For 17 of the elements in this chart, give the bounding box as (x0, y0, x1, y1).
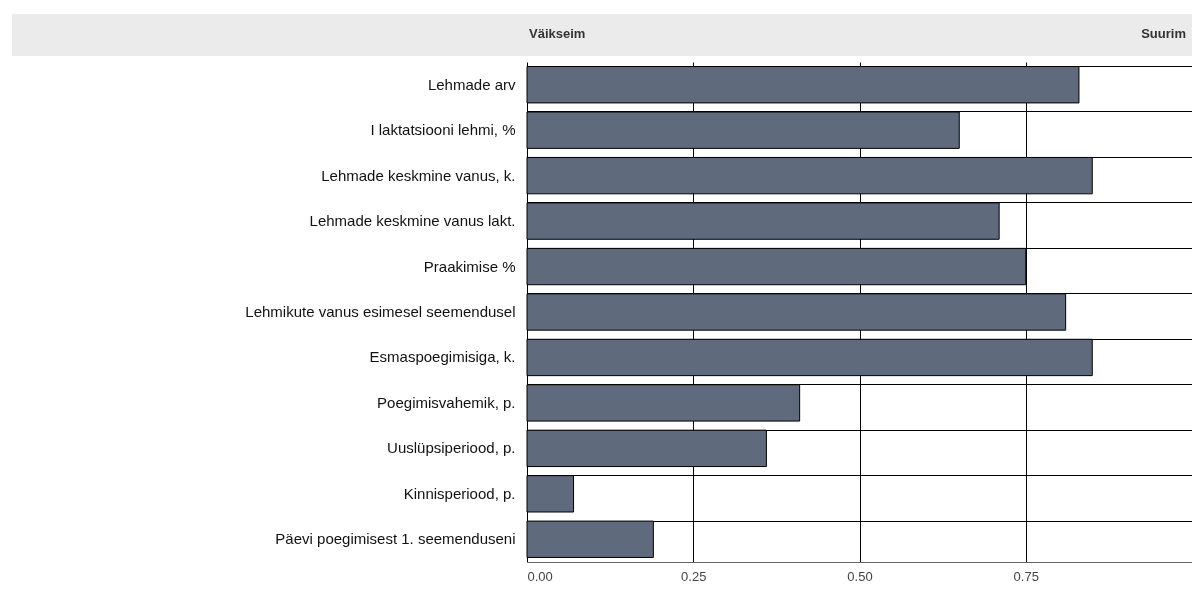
x-tick-label: 0.75 (1013, 568, 1039, 584)
y-tick-label: I laktatsiooni lehmi, % (370, 121, 516, 139)
y-tick-label: Päevi poegimisest 1. seemenduseni (275, 530, 516, 548)
y-tick-label: Uuslüpsiperiood, p. (387, 439, 516, 457)
x-tick-label: 0.25 (681, 568, 707, 584)
y-tick-label: Lehmade arv (427, 75, 516, 93)
text: Väikseim (529, 26, 586, 41)
y-tick-label: Kinnisperiood, p. (403, 484, 516, 502)
y-tick-label: Esmaspoegimisiga, k. (369, 348, 516, 366)
y-tick-label: Lehmade keskmine vanus, k. (321, 166, 516, 184)
y-tick-label: Lehmade keskmine vanus lakt. (309, 212, 516, 230)
x-tick-label: 0.50 (847, 568, 873, 584)
y-tick-label: Praakimise % (423, 257, 516, 275)
x-tick-label: 0.00 (527, 568, 553, 584)
y-tick-label: Poegimisvahemik, p. (377, 393, 516, 411)
y-tick-label: Lehmikute vanus esimesel seemendusel (245, 303, 516, 320)
text: Suurim (1141, 26, 1186, 41)
